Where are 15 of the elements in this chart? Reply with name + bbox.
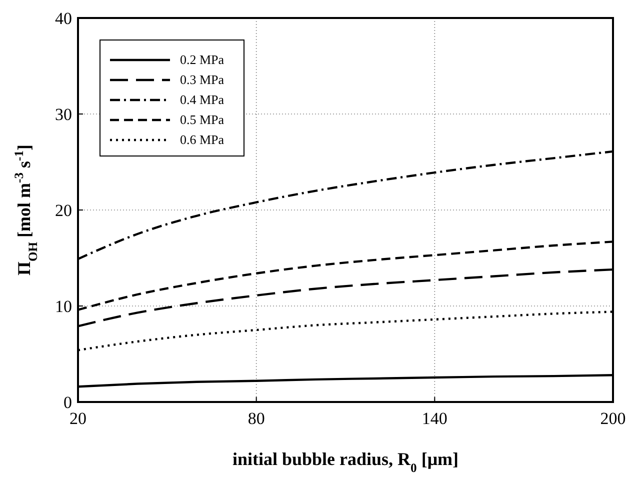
x-axis-title: initial bubble radius, R$_{0}$ [μm]	[232, 449, 459, 475]
x-tick-label: 80	[248, 409, 265, 428]
y-tick-label: 30	[55, 105, 72, 124]
legend-label: 0.3 MPa	[180, 72, 224, 87]
legend-label: 0.2 MPa	[180, 52, 224, 67]
y-tick-label: 40	[55, 9, 72, 28]
legend-label: 0.4 MPa	[180, 92, 224, 107]
x-tick-label: 200	[600, 409, 626, 428]
x-tick-label: 20	[70, 409, 86, 428]
legend-label: 0.6 MPa	[180, 132, 224, 147]
y-tick-label: 10	[55, 297, 72, 316]
x-tick-label: 140	[422, 409, 448, 428]
legend-label: 0.5 MPa	[180, 112, 224, 127]
y-tick-label: 0	[64, 393, 72, 412]
y-tick-label: 20	[55, 201, 72, 220]
